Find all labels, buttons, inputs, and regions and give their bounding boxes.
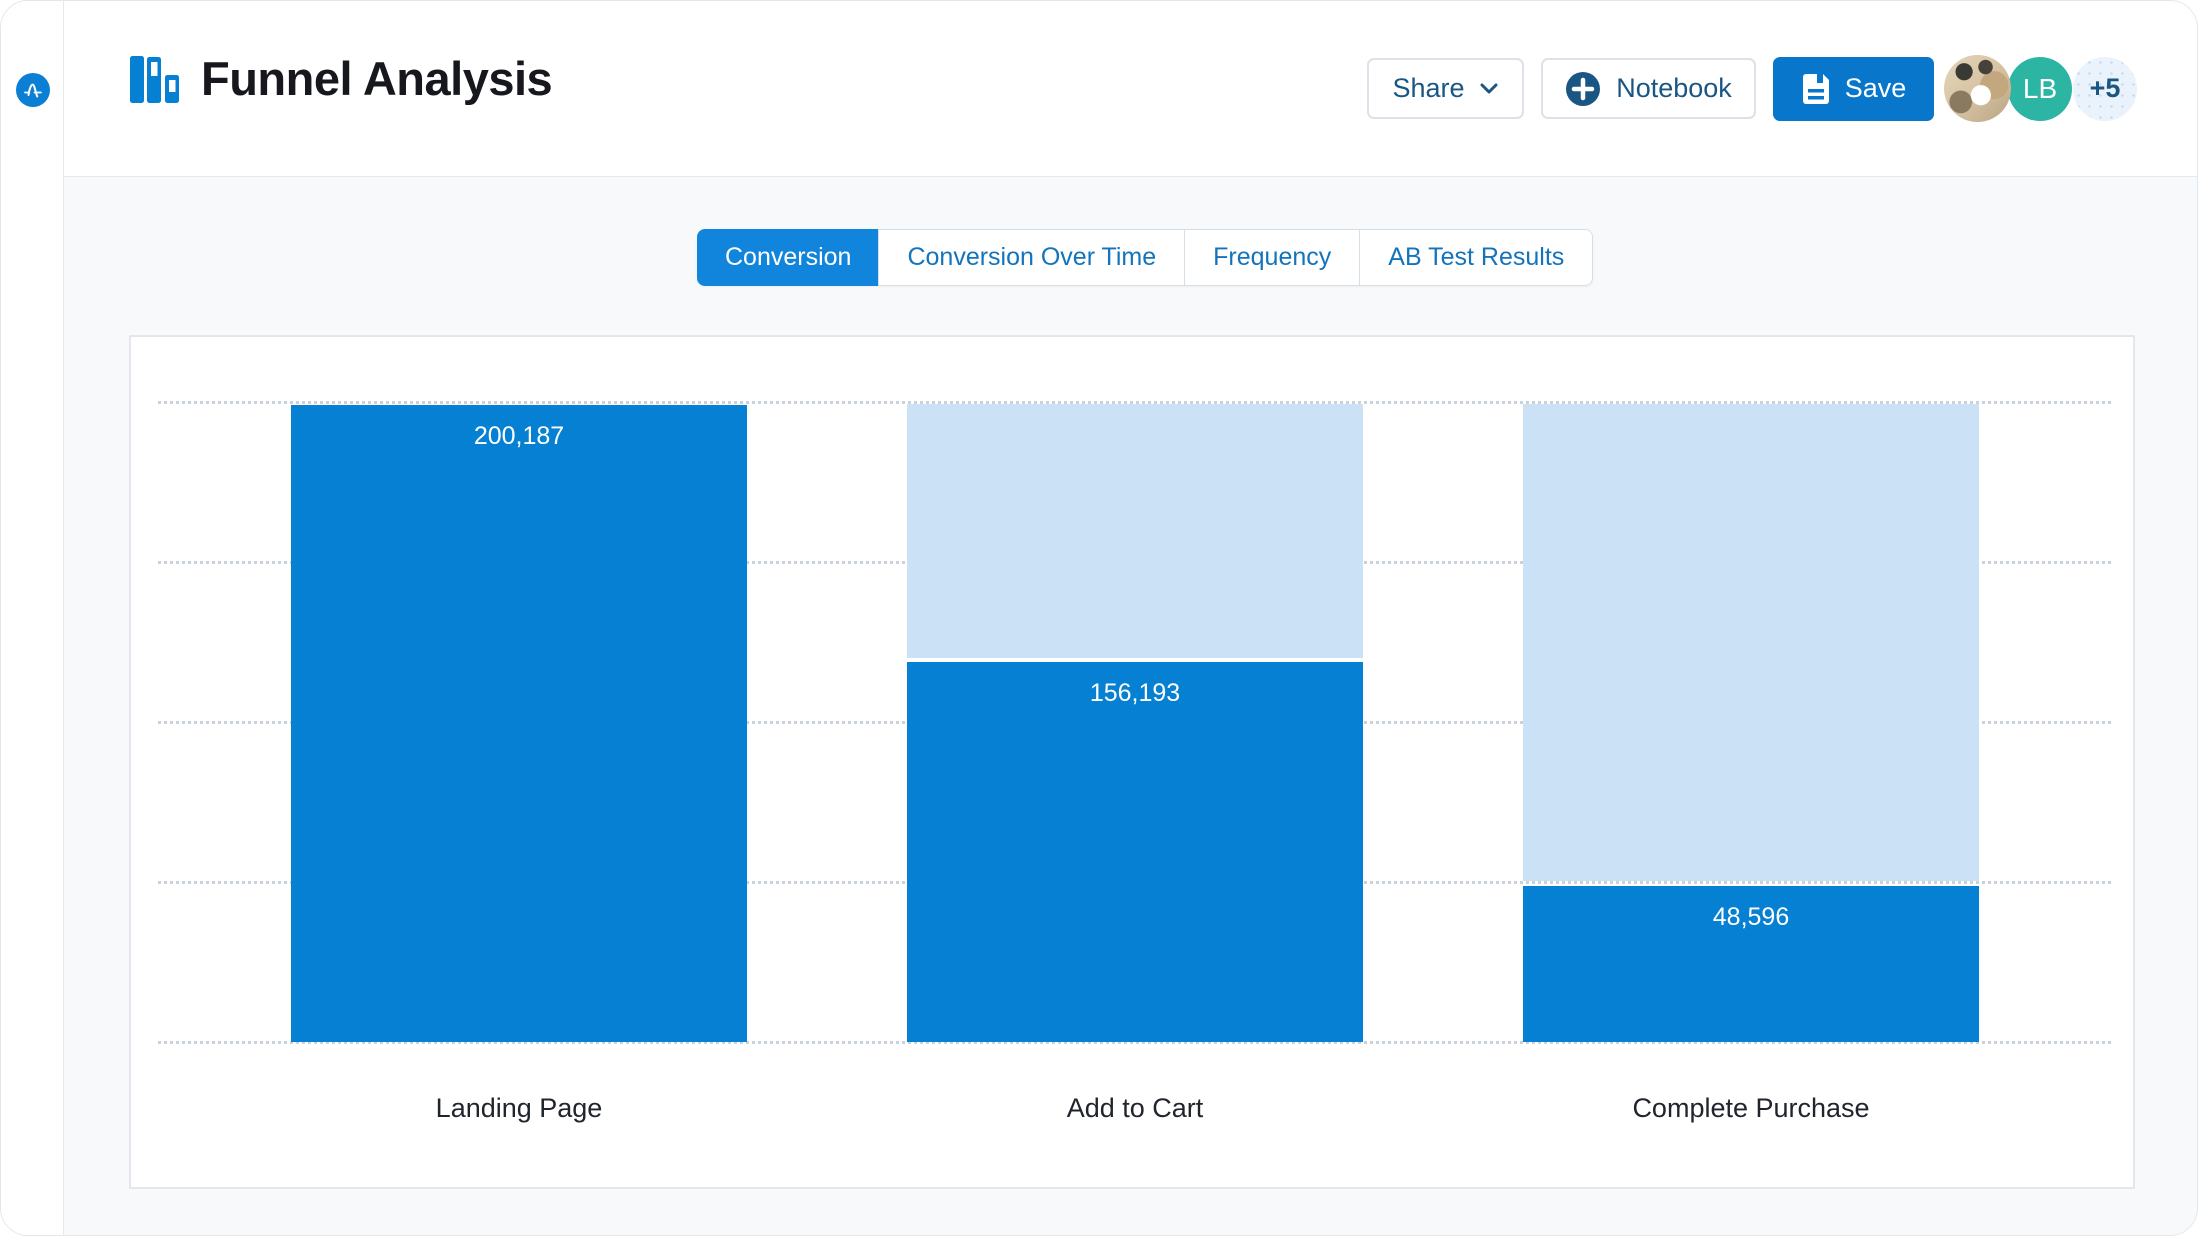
- collaborator-avatars: LB +5: [1944, 55, 2137, 122]
- view-tabs: Conversion Conversion Over Time Frequenc…: [697, 229, 1594, 286]
- gridline: [158, 1041, 2111, 1044]
- funnel-bar-complete-purchase[interactable]: 48,596: [1523, 886, 1979, 1042]
- save-button[interactable]: Save: [1773, 56, 1934, 121]
- avatar-overflow-badge[interactable]: +5: [2073, 56, 2137, 121]
- funnel-bar-add-to-cart-remainder[interactable]: [907, 404, 1363, 658]
- save-button-label: Save: [1844, 73, 1907, 103]
- notebook-button-label: Notebook: [1616, 73, 1732, 103]
- share-button[interactable]: Share: [1367, 58, 1524, 119]
- category-label-landing-page: Landing Page: [435, 1093, 603, 1123]
- tab-ab-test-results[interactable]: AB Test Results: [1359, 229, 1594, 286]
- funnel-bar-complete-purchase-remainder[interactable]: [1523, 404, 1979, 881]
- tab-conversion[interactable]: Conversion: [697, 229, 880, 286]
- share-button-label: Share: [1392, 73, 1465, 103]
- plus-circle-icon: [1566, 71, 1601, 106]
- tab-ab-test-results-label: AB Test Results: [1388, 243, 1565, 271]
- page-title: Funnel Analysis: [201, 52, 553, 105]
- amplitude-logo-glyph: [24, 83, 42, 98]
- funnel-chart-icon: [130, 55, 179, 103]
- chevron-down-icon: [1480, 83, 1498, 93]
- left-sidebar: [1, 1, 64, 1235]
- tab-conversion-over-time-label: Conversion Over Time: [907, 243, 1157, 271]
- user-avatar-initials[interactable]: LB: [2008, 56, 2072, 121]
- tab-conversion-label: Conversion: [725, 243, 852, 271]
- tab-frequency-label: Frequency: [1213, 243, 1332, 271]
- avatar-overflow-label: +5: [2089, 73, 2121, 103]
- main-content: Conversion Conversion Over Time Frequenc…: [64, 177, 2197, 1235]
- user-avatar-photo[interactable]: [1944, 55, 2011, 122]
- bar-value-label: 156,193: [1089, 679, 1181, 707]
- tab-frequency[interactable]: Frequency: [1184, 229, 1361, 286]
- category-label-add-to-cart: Add to Cart: [1066, 1093, 1204, 1123]
- funnel-bar-landing-page[interactable]: 200,187: [291, 405, 747, 1042]
- gridline: [158, 401, 2111, 404]
- funnel-bar-add-to-cart[interactable]: 156,193: [907, 662, 1363, 1042]
- amplitude-logo-icon[interactable]: [16, 73, 50, 107]
- bar-value-label: 200,187: [473, 422, 565, 450]
- bar-value-label: 48,596: [1712, 903, 1790, 931]
- tab-conversion-over-time[interactable]: Conversion Over Time: [878, 229, 1186, 286]
- page-header: Funnel Analysis Share Notebook: [64, 1, 2197, 177]
- category-label-complete-purchase: Complete Purchase: [1632, 1093, 1870, 1123]
- save-disk-icon: [1802, 73, 1829, 104]
- avatar-initials-label: LB: [2022, 72, 2058, 104]
- funnel-chart-card: 200,187 156,193 48,596 Landing Page Add …: [129, 335, 2135, 1189]
- notebook-button[interactable]: Notebook: [1541, 58, 1756, 119]
